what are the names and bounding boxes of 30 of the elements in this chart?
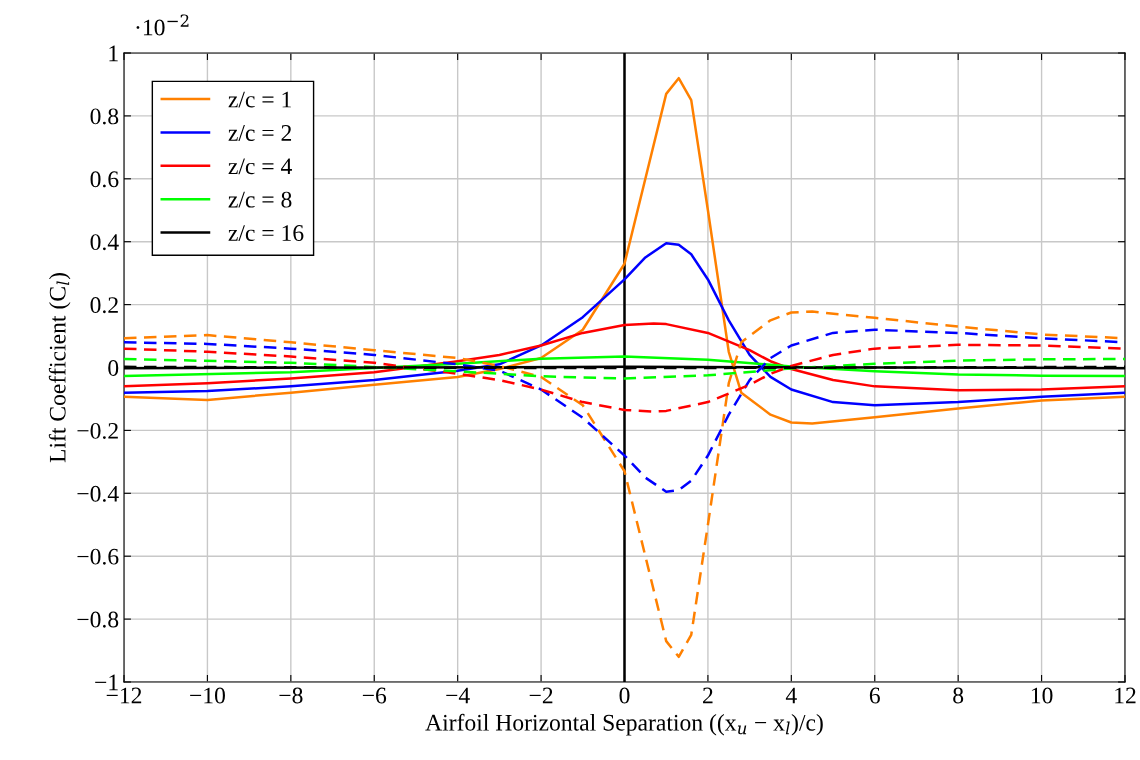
y-tick-label: 0.2	[90, 297, 118, 314]
y-tick-label: −0.2	[77, 422, 118, 439]
x-tick-label: −2	[529, 687, 553, 704]
y-tick-label: 0.6	[90, 171, 119, 188]
y-tick-label: 0	[108, 359, 119, 376]
y-tick-label: −0.6	[77, 548, 119, 565]
x-tick-label: −6	[362, 687, 387, 704]
legend-label: z/c = 2	[228, 125, 292, 141]
y-axis-title: Lift Coefficient (C$_{l}$)	[48, 273, 71, 463]
x-tick-label: 2	[703, 687, 713, 704]
x-tick-label: 0	[619, 687, 630, 704]
x-tick-label: −4	[446, 687, 470, 704]
x-tick-label: −10	[190, 687, 225, 704]
x-tick-label: 8	[953, 687, 964, 704]
y-tick-label: −0.4	[77, 485, 119, 502]
y-tick-label: 1	[109, 45, 118, 62]
y-tick-label: 0.4	[90, 234, 119, 251]
x-tick-label: 4	[785, 687, 797, 704]
legend-label: z/c = 8	[228, 191, 292, 208]
x-tick-label: 10	[1031, 687, 1053, 704]
text: ·10$^{−2}$	[136, 14, 189, 36]
x-tick-label: 6	[869, 687, 880, 704]
x-tick-label: 12	[1115, 687, 1136, 704]
y-tick-label: −0.8	[77, 611, 119, 628]
x-tick-label: −8	[279, 687, 303, 704]
legend-label: z/c = 16	[228, 225, 304, 241]
legend-label: z/c = 1	[228, 91, 291, 108]
y-tick-label: 0.8	[90, 108, 119, 125]
legend-label: z/c = 4	[228, 158, 292, 175]
x-axis-title: Airfoil Horizontal Separation ((x$_{u}$ − x$_{l}$)/c)	[425, 713, 823, 736]
